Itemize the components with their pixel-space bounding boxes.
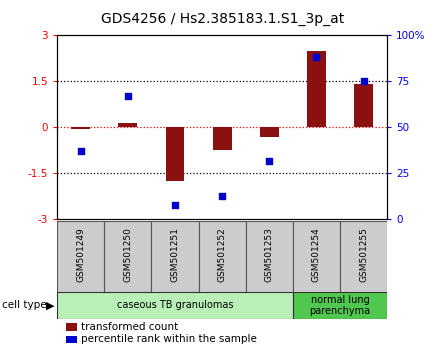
Bar — [340, 221, 387, 292]
Text: cell type: cell type — [2, 300, 47, 310]
Bar — [354, 85, 373, 127]
Bar — [66, 336, 77, 343]
Bar — [66, 323, 77, 331]
Point — [172, 202, 179, 207]
Bar — [198, 221, 246, 292]
Bar — [165, 127, 184, 181]
Bar — [293, 221, 340, 292]
Point — [266, 158, 273, 164]
Point — [219, 193, 226, 198]
Text: normal lung
parenchyma: normal lung parenchyma — [309, 295, 370, 316]
Text: GSM501249: GSM501249 — [76, 227, 85, 282]
Text: GSM501251: GSM501251 — [171, 227, 180, 282]
Point — [77, 149, 84, 154]
Bar — [104, 221, 151, 292]
Bar — [71, 127, 90, 129]
Bar — [57, 292, 293, 319]
Bar — [57, 221, 104, 292]
Text: caseous TB granulomas: caseous TB granulomas — [117, 300, 233, 310]
Point — [313, 55, 320, 60]
Bar — [246, 221, 293, 292]
Bar — [260, 127, 279, 137]
Bar — [118, 123, 137, 127]
Text: GSM501253: GSM501253 — [265, 227, 274, 282]
Point — [360, 79, 367, 84]
Point — [125, 93, 132, 99]
Text: percentile rank within the sample: percentile rank within the sample — [81, 335, 257, 344]
Bar — [213, 127, 231, 150]
Text: transformed count: transformed count — [81, 322, 178, 332]
Bar — [151, 221, 198, 292]
Text: GSM501254: GSM501254 — [312, 227, 321, 282]
Text: GDS4256 / Hs2.385183.1.S1_3p_at: GDS4256 / Hs2.385183.1.S1_3p_at — [101, 12, 344, 27]
Text: GSM501252: GSM501252 — [218, 227, 227, 282]
Bar — [307, 51, 326, 127]
Text: GSM501250: GSM501250 — [123, 227, 132, 282]
Text: ▶: ▶ — [46, 300, 55, 310]
Bar — [293, 292, 387, 319]
Text: GSM501255: GSM501255 — [359, 227, 368, 282]
